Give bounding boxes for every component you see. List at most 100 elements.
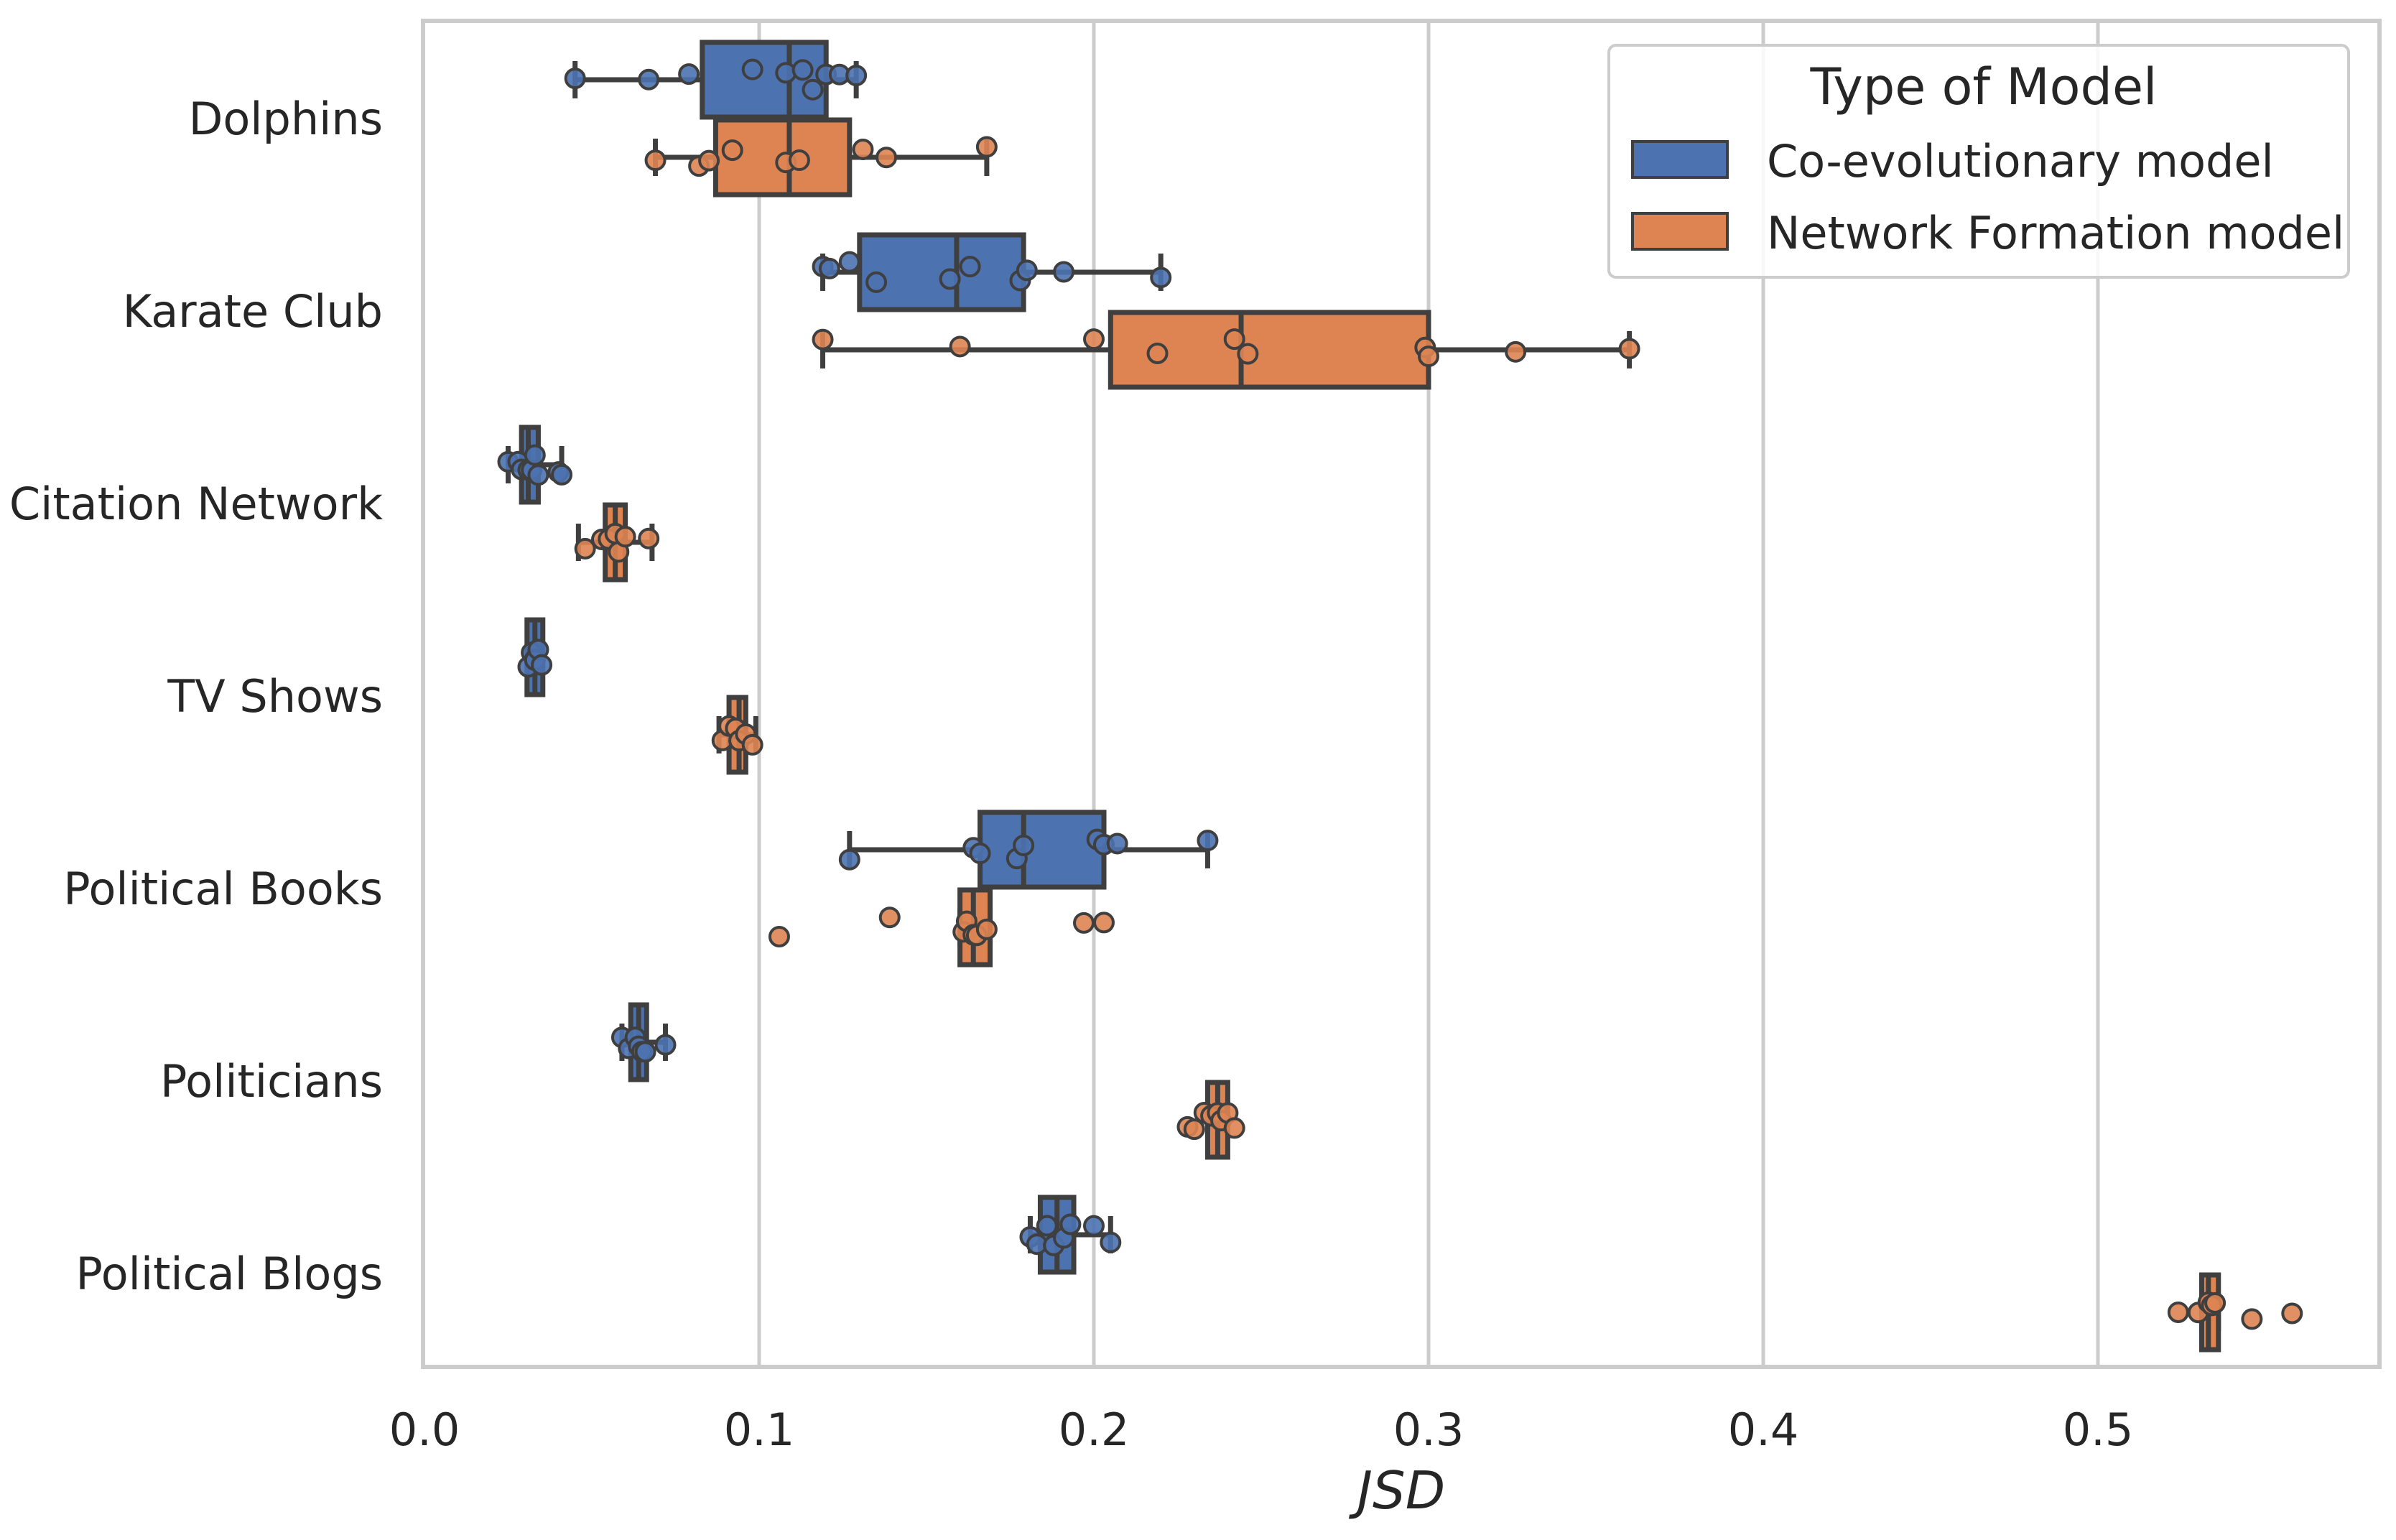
data-point <box>2204 1292 2226 1314</box>
box-group <box>711 695 763 775</box>
data-point <box>1146 343 1169 365</box>
data-point <box>741 733 763 756</box>
data-point <box>975 918 998 940</box>
data-point <box>768 925 790 947</box>
data-point <box>878 906 901 929</box>
data-point <box>1197 830 1219 852</box>
data-point <box>524 444 546 466</box>
data-point <box>1618 338 1640 360</box>
data-point <box>1092 912 1115 934</box>
data-point <box>1013 834 1035 856</box>
data-point <box>638 68 660 91</box>
data-point <box>1073 912 1095 934</box>
x-tick-label: 0.3 <box>1393 1404 1464 1456</box>
box-group <box>1176 1080 1245 1160</box>
data-point <box>975 136 998 158</box>
data-point <box>1059 1213 1082 1235</box>
data-point <box>1016 259 1038 282</box>
data-point <box>1223 1117 1245 1139</box>
box-group <box>574 502 660 583</box>
box-group <box>2167 1272 2303 1353</box>
legend: Type of Model Co-evolutionary model Netw… <box>1607 44 2350 279</box>
data-point <box>2241 1308 2263 1330</box>
data-point <box>698 149 720 172</box>
data-point <box>527 464 549 486</box>
data-point <box>959 256 981 278</box>
data-point <box>791 59 814 81</box>
box-iqr <box>978 810 1107 890</box>
data-point <box>574 537 596 560</box>
data-point <box>1223 328 1245 351</box>
data-point <box>678 63 700 85</box>
x-axis-label: JSD <box>1349 1460 1445 1521</box>
legend-title: Type of Model <box>1810 57 2158 116</box>
legend-label-network-formation: Network Formation model <box>1767 207 2344 259</box>
box-iqr <box>857 232 1026 312</box>
data-point <box>1083 328 1105 351</box>
legend-frame <box>1607 44 2350 279</box>
data-point <box>614 526 636 548</box>
data-point <box>876 147 898 169</box>
data-point <box>852 139 874 161</box>
data-point <box>1106 832 1128 855</box>
x-tick-label: 0.5 <box>2063 1404 2134 1456</box>
box-group <box>564 40 868 120</box>
data-point <box>818 257 840 279</box>
box-group <box>812 310 1640 390</box>
data-point <box>2281 1302 2303 1325</box>
box-group <box>1019 1195 1122 1275</box>
y-category-label: Karate Club <box>123 285 383 338</box>
data-point <box>939 268 961 290</box>
y-category-label: Politicians <box>160 1055 383 1108</box>
data-point <box>564 68 586 90</box>
box-group <box>768 887 1115 968</box>
plot-frame <box>421 19 2382 1369</box>
legend-label-co-evolutionary: Co-evolutionary model <box>1767 135 2274 187</box>
data-point <box>1237 343 1259 365</box>
data-point <box>634 1041 656 1063</box>
data-point <box>865 271 888 293</box>
data-point <box>802 78 824 101</box>
data-point <box>1053 261 1075 283</box>
box-group <box>517 617 553 697</box>
data-point <box>949 335 971 358</box>
data-point <box>1418 345 1439 368</box>
data-point <box>741 58 763 80</box>
data-point <box>644 149 667 172</box>
data-point <box>1183 1118 1205 1141</box>
data-point <box>838 848 860 871</box>
y-category-label: Political Books <box>63 863 383 915</box>
data-point <box>1505 340 1527 363</box>
data-point <box>788 149 810 172</box>
y-category-label: TV Shows <box>167 670 383 723</box>
box-group <box>644 117 998 198</box>
data-point <box>1100 1231 1122 1253</box>
data-point <box>551 463 573 486</box>
data-point <box>812 328 834 351</box>
y-category-label: Dolphins <box>189 93 383 145</box>
data-point <box>2167 1301 2189 1323</box>
data-point <box>654 1034 677 1056</box>
legend-swatch-network-formation <box>1631 212 1729 251</box>
y-category-label: Citation Network <box>9 478 383 530</box>
plot-layer <box>497 40 2303 1353</box>
box-group <box>812 232 1172 312</box>
legend-swatch-co-evolutionary <box>1631 140 1729 179</box>
data-point <box>531 654 553 676</box>
x-tick-label: 0.4 <box>1728 1404 1799 1456</box>
data-point <box>638 527 660 549</box>
x-tick-label: 0.2 <box>1059 1404 1130 1456</box>
box-group <box>497 425 573 505</box>
data-point <box>845 65 868 87</box>
x-tick-labels: 0.0 0.1 0.2 0.3 0.4 0.5 <box>389 1404 2134 1456</box>
box-iqr <box>700 40 829 120</box>
data-point <box>838 251 860 273</box>
box-group <box>838 810 1219 890</box>
data-point <box>1150 266 1172 289</box>
y-category-label: Political Blogs <box>76 1248 383 1300</box>
x-tick-label: 0.1 <box>724 1404 795 1456</box>
x-tick-label: 0.0 <box>389 1404 460 1456</box>
data-point <box>1036 1215 1058 1237</box>
box-group <box>610 1002 677 1082</box>
